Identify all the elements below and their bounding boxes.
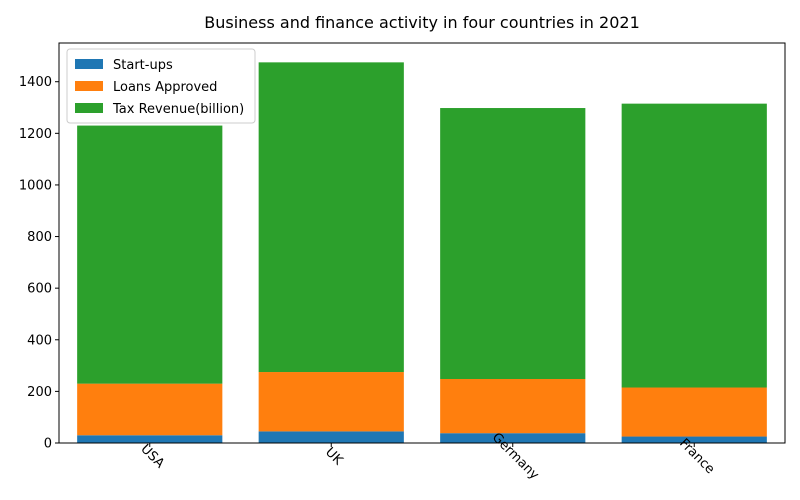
y-tick-label: 200 bbox=[27, 385, 52, 400]
plot-frame bbox=[58, 42, 786, 444]
legend-swatch bbox=[75, 81, 103, 91]
y-tick-label: 600 bbox=[27, 282, 52, 297]
legend-label: Tax Revenue(billion) bbox=[112, 102, 244, 117]
y-tick-label: 1000 bbox=[19, 178, 52, 193]
y-tick-label: 400 bbox=[27, 333, 52, 348]
bars-group bbox=[77, 62, 767, 443]
y-tick-label: 1200 bbox=[19, 127, 52, 142]
y-tick-label: 0 bbox=[44, 437, 52, 452]
bar-france-start-ups bbox=[621, 436, 767, 443]
legend-box bbox=[66, 48, 256, 124]
legend: Start-ups Loans Approved Tax Revenue(billi… bbox=[66, 48, 256, 124]
bar-uk-start-ups bbox=[258, 431, 404, 443]
bar-germany-tax-revenue-billion bbox=[440, 108, 586, 379]
bar-germany-loans-approved bbox=[440, 379, 586, 434]
legend-swatch bbox=[75, 59, 103, 69]
bar-germany-start-ups bbox=[440, 433, 586, 443]
x-tick-label: UK bbox=[322, 445, 346, 469]
bar-usa-loans-approved bbox=[77, 383, 223, 436]
bar-uk-tax-revenue-billion bbox=[258, 62, 404, 373]
legend-label: Start-ups bbox=[113, 58, 173, 73]
chart-title: Business and finance activity in four co… bbox=[204, 13, 640, 32]
bar-uk-loans-approved bbox=[258, 372, 404, 432]
y-tick-label: 800 bbox=[27, 230, 52, 245]
bar-france-tax-revenue-billion bbox=[621, 103, 767, 388]
bar-usa-tax-revenue-billion bbox=[77, 125, 223, 384]
bar-usa-start-ups bbox=[77, 435, 223, 443]
bar-france-loans-approved bbox=[621, 387, 767, 437]
y-axis: 0 200 400 600 800 1000 1200 1400 bbox=[19, 75, 59, 452]
legend-swatch bbox=[75, 103, 103, 113]
y-tick-label: 1400 bbox=[19, 75, 52, 90]
legend-label: Loans Approved bbox=[113, 80, 217, 95]
x-tick-label: USA bbox=[137, 442, 167, 472]
